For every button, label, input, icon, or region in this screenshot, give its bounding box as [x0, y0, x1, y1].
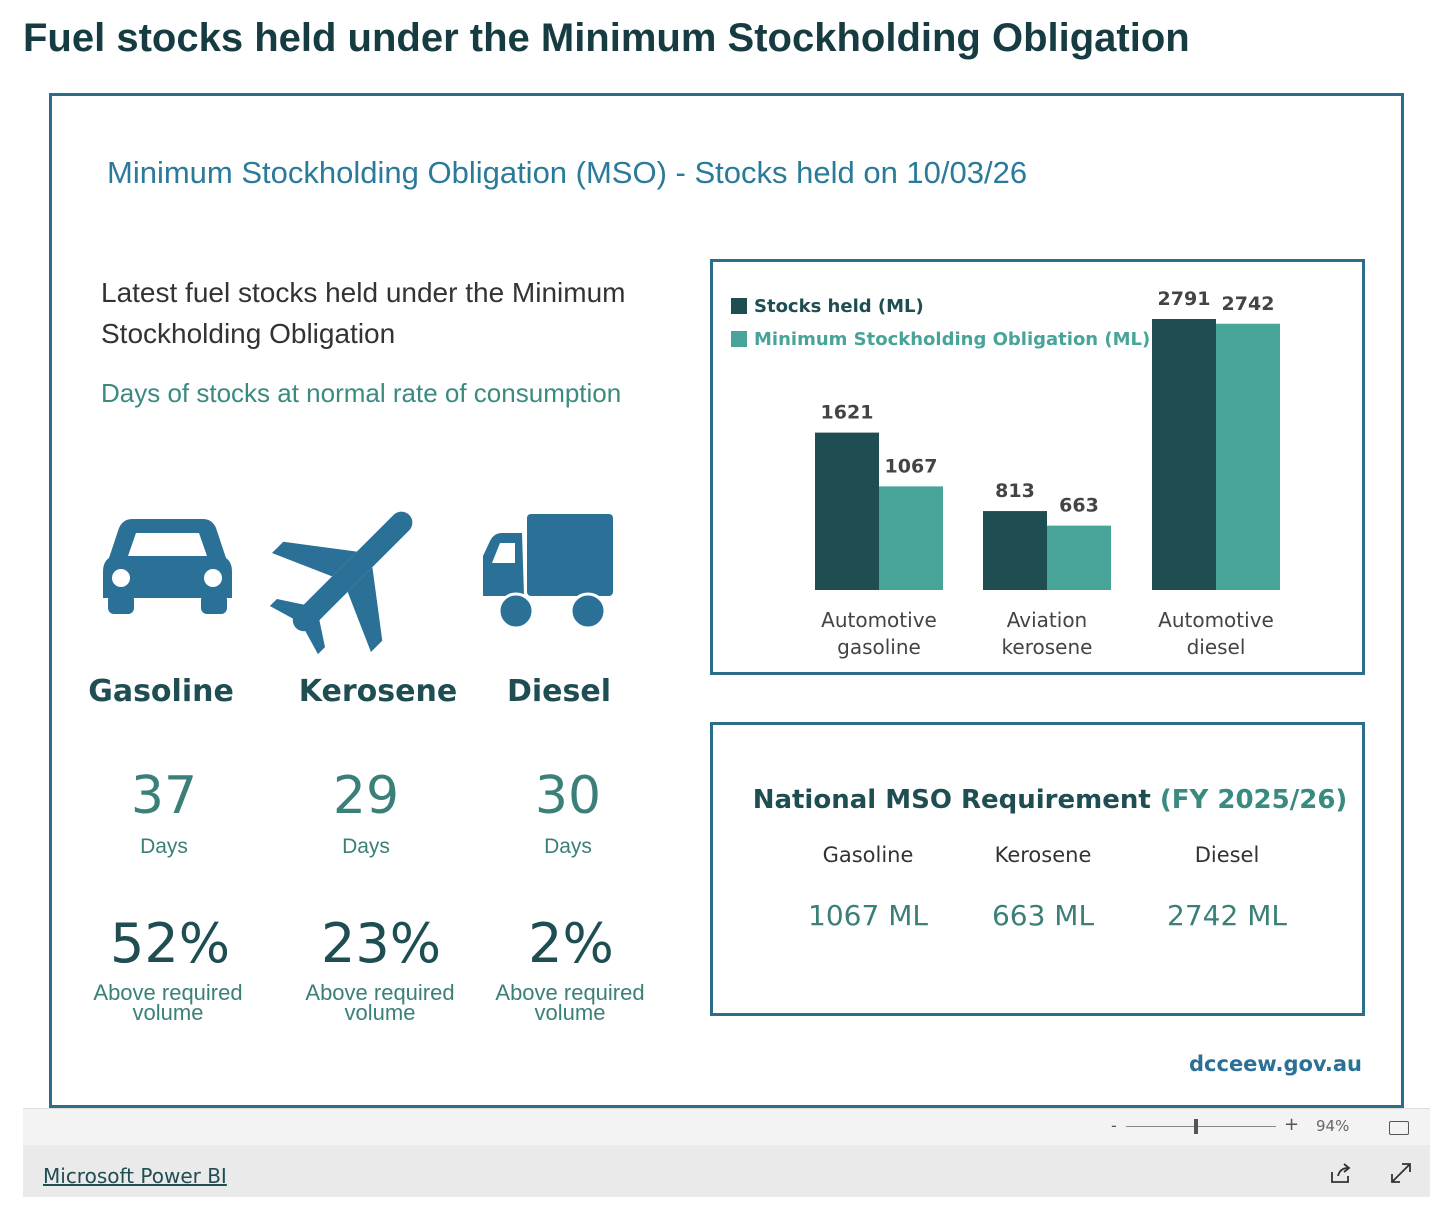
zoom-level: 94%	[1316, 1117, 1350, 1135]
zoom-in[interactable]: +	[1284, 1114, 1300, 1135]
fuel-name: Kerosene	[298, 674, 458, 709]
days-unit: Days	[544, 835, 592, 858]
above-text: Above required volume	[305, 980, 455, 1025]
bar	[1216, 323, 1280, 590]
legend-swatch	[731, 298, 747, 314]
above-text: Above required volume	[93, 980, 243, 1025]
legend-label: Stocks held (ML)	[754, 296, 924, 317]
report-heading: Latest fuel stocks held under the Minimu…	[101, 277, 626, 349]
report-frame	[49, 93, 1404, 1108]
bar	[1152, 319, 1216, 590]
value-label: 813	[995, 480, 1035, 502]
requirement-heading: National MSO Requirement (FY 2025/26)	[753, 785, 1348, 815]
days-unit: Days	[140, 835, 188, 858]
bar	[879, 486, 943, 590]
power-bi-link[interactable]: Microsoft Power BI	[43, 1164, 227, 1188]
page-title: Fuel stocks held under the Minimum Stock…	[23, 16, 1190, 60]
days-unit: Days	[342, 835, 390, 858]
car-icon	[103, 519, 232, 614]
requirement-volume: 663 ML	[991, 899, 1095, 932]
legend-label: Minimum Stockholding Obligation (ML)	[754, 329, 1150, 350]
zoom-out[interactable]: -	[1111, 1116, 1117, 1135]
source-link: dcceew.gov.au	[1189, 1052, 1362, 1076]
footer-icons	[1331, 1163, 1411, 1183]
requirement-fuel: Kerosene	[994, 843, 1092, 867]
plane-icon	[269, 511, 413, 655]
requirement-volume: 2742 ML	[1167, 899, 1287, 932]
value-label: 1067	[885, 455, 938, 477]
requirement-title: National MSO Requirement	[752, 785, 1151, 815]
fuel-icons	[103, 511, 613, 655]
bar	[983, 511, 1047, 590]
share-button[interactable]	[1331, 1163, 1351, 1183]
above-text: Above required volume	[495, 980, 645, 1025]
fuel-name: Diesel	[506, 674, 612, 709]
above-value: 2%	[528, 912, 614, 975]
fullscreen-button[interactable]	[1391, 1163, 1411, 1183]
x-tick-label: Automotive diesel	[1158, 608, 1274, 659]
requirement-volume: 1067 ML	[808, 899, 928, 932]
requirement-period: (FY 2025/26)	[1159, 785, 1348, 815]
report-title: Minimum Stockholding Obligation (MSO) - …	[107, 155, 1028, 190]
value-label: 2742	[1222, 293, 1275, 315]
value-label: 1621	[821, 402, 874, 424]
days-value: 37	[130, 766, 198, 826]
requirement-fuel: Diesel	[1194, 843, 1260, 867]
above-value: 23%	[320, 912, 442, 975]
value-label: 2791	[1158, 288, 1211, 310]
truck-icon	[483, 514, 613, 630]
bar	[815, 432, 879, 590]
above-value: 52%	[109, 912, 231, 975]
fit-page-button[interactable]	[1389, 1121, 1409, 1135]
x-tick-label: Automotive gasoline	[821, 608, 937, 659]
value-label: 663	[1059, 495, 1099, 517]
legend-swatch	[731, 331, 747, 347]
requirement-frame	[710, 722, 1365, 1016]
bar	[1047, 525, 1111, 590]
chart-frame	[710, 259, 1365, 675]
requirement-fuel: Gasoline	[822, 843, 914, 867]
x-tick-label: Aviation kerosene	[1001, 608, 1093, 659]
days-value: 30	[534, 766, 602, 826]
power-bi-bar	[23, 1145, 1430, 1197]
zoom-thumb[interactable]	[1194, 1119, 1198, 1134]
report-caption: Days of stocks at normal rate of consump…	[101, 378, 622, 408]
zoom-slider[interactable]	[1126, 1126, 1276, 1127]
days-value: 29	[332, 766, 400, 826]
fuel-name: Gasoline	[88, 674, 234, 709]
chart: 1621 1067 813 663 2791 2742 Stocks held (ML) Mi…	[731, 288, 1280, 590]
